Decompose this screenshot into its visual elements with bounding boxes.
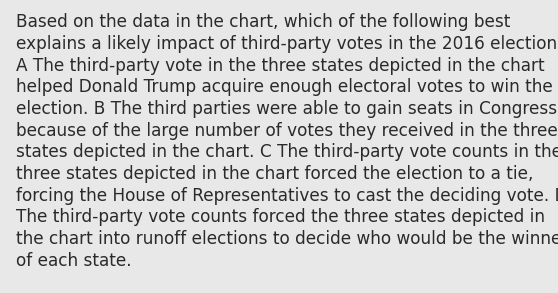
- Text: of each state.: of each state.: [16, 252, 131, 270]
- Text: The third-party vote counts forced the three states depicted in: The third-party vote counts forced the t…: [16, 208, 545, 226]
- Text: states depicted in the chart. C The third-party vote counts in the: states depicted in the chart. C The thir…: [16, 143, 558, 161]
- Text: election. B The third parties were able to gain seats in Congress: election. B The third parties were able …: [16, 100, 557, 118]
- Text: helped Donald Trump acquire enough electoral votes to win the: helped Donald Trump acquire enough elect…: [16, 78, 552, 96]
- Text: explains a likely impact of third-party votes in the 2016 election?: explains a likely impact of third-party …: [16, 35, 558, 53]
- Text: three states depicted in the chart forced the election to a tie,: three states depicted in the chart force…: [16, 165, 533, 183]
- Text: the chart into runoff elections to decide who would be the winner: the chart into runoff elections to decid…: [16, 230, 558, 248]
- Text: forcing the House of Representatives to cast the deciding vote. D: forcing the House of Representatives to …: [16, 187, 558, 205]
- Text: A The third-party vote in the three states depicted in the chart: A The third-party vote in the three stat…: [16, 57, 544, 74]
- Text: Based on the data in the chart, which of the following best: Based on the data in the chart, which of…: [16, 13, 510, 31]
- Text: because of the large number of votes they received in the three: because of the large number of votes the…: [16, 122, 557, 139]
